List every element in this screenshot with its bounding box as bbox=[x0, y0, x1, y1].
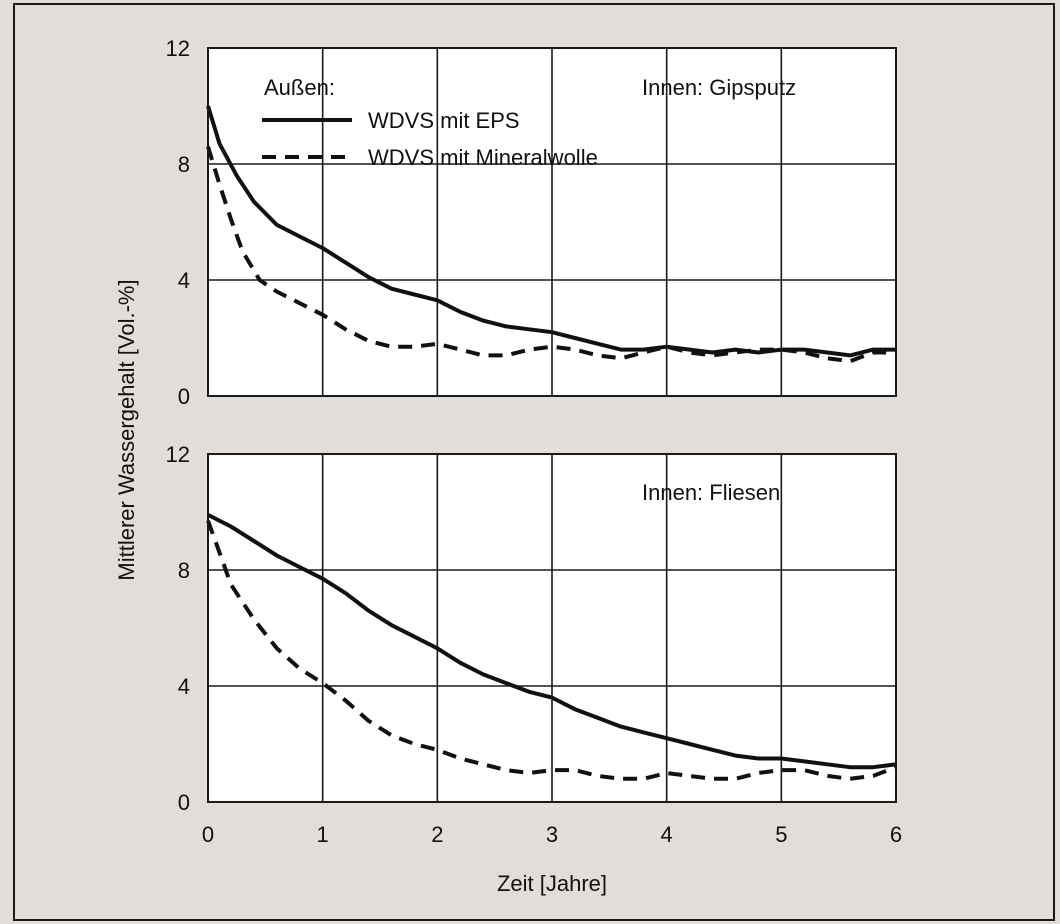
top-chart-series bbox=[206, 105, 896, 364]
bottom-chart-x-tick-label: 2 bbox=[431, 822, 443, 847]
bottom-chart-y-tick-label: 0 bbox=[178, 790, 190, 815]
legend-label-mineralwolle: WDVS mit Mineralwolle bbox=[368, 145, 598, 170]
bottom-chart-x-tick-label: 3 bbox=[546, 822, 558, 847]
top-chart-y-tick-label: 4 bbox=[178, 268, 190, 293]
bottom-chart-x-ticks: 0 1 2 3 4 5 6 bbox=[202, 822, 902, 847]
legend-title: Außen: bbox=[264, 75, 335, 100]
bottom-chart-panel-title: Innen: Fliesen bbox=[642, 480, 780, 505]
y-axis-label: Mittlerer Wassergehalt [Vol.-%] bbox=[114, 279, 139, 580]
top-chart-y-tick-label: 12 bbox=[166, 36, 190, 61]
top-chart-series-mineralwolle-line bbox=[206, 146, 896, 364]
bottom-chart-x-tick-label: 4 bbox=[661, 822, 673, 847]
top-chart-frame bbox=[207, 47, 897, 397]
top-chart-panel-title: Innen: Gipsputz bbox=[642, 75, 796, 100]
figure-frame bbox=[13, 3, 1055, 921]
bottom-chart-frame bbox=[207, 453, 897, 803]
top-chart-y-ticks: 0 4 8 12 bbox=[166, 36, 190, 409]
bottom-chart-x-tick-label: 5 bbox=[775, 822, 787, 847]
top-chart-y-tick-label: 8 bbox=[178, 152, 190, 177]
bottom-chart-y-tick-label: 8 bbox=[178, 558, 190, 583]
bottom-chart-grid bbox=[207, 453, 897, 803]
top-chart-panel: 0 4 8 12 Innen: Gipsputz Außen: WDVS mit EP… bbox=[166, 36, 897, 409]
bottom-chart-series-mineralwolle-line bbox=[206, 520, 897, 781]
bottom-chart-x-tick-label: 6 bbox=[890, 822, 902, 847]
bottom-chart-y-tick-label: 4 bbox=[178, 674, 190, 699]
top-chart-y-tick-label: 0 bbox=[178, 384, 190, 409]
top-chart-plot-frame bbox=[207, 47, 897, 397]
top-chart-grid bbox=[207, 47, 897, 397]
bottom-chart-y-tick-label: 12 bbox=[166, 442, 190, 467]
bottom-chart-series-eps-line bbox=[207, 513, 897, 770]
bottom-chart-x-tick-label: 0 bbox=[202, 822, 214, 847]
legend-label-eps: WDVS mit EPS bbox=[368, 108, 520, 133]
top-chart-series-eps-line bbox=[206, 105, 896, 358]
bottom-chart-y-ticks: 0 4 8 12 bbox=[166, 442, 190, 815]
legend: Außen: WDVS mit EPS WDVS mit Mineralwoll… bbox=[262, 75, 598, 170]
x-axis-label: Zeit [Jahre] bbox=[497, 871, 607, 896]
bottom-chart-x-tick-label: 1 bbox=[317, 822, 329, 847]
bottom-chart-plot-frame bbox=[207, 453, 897, 803]
bottom-chart-series bbox=[206, 513, 897, 781]
